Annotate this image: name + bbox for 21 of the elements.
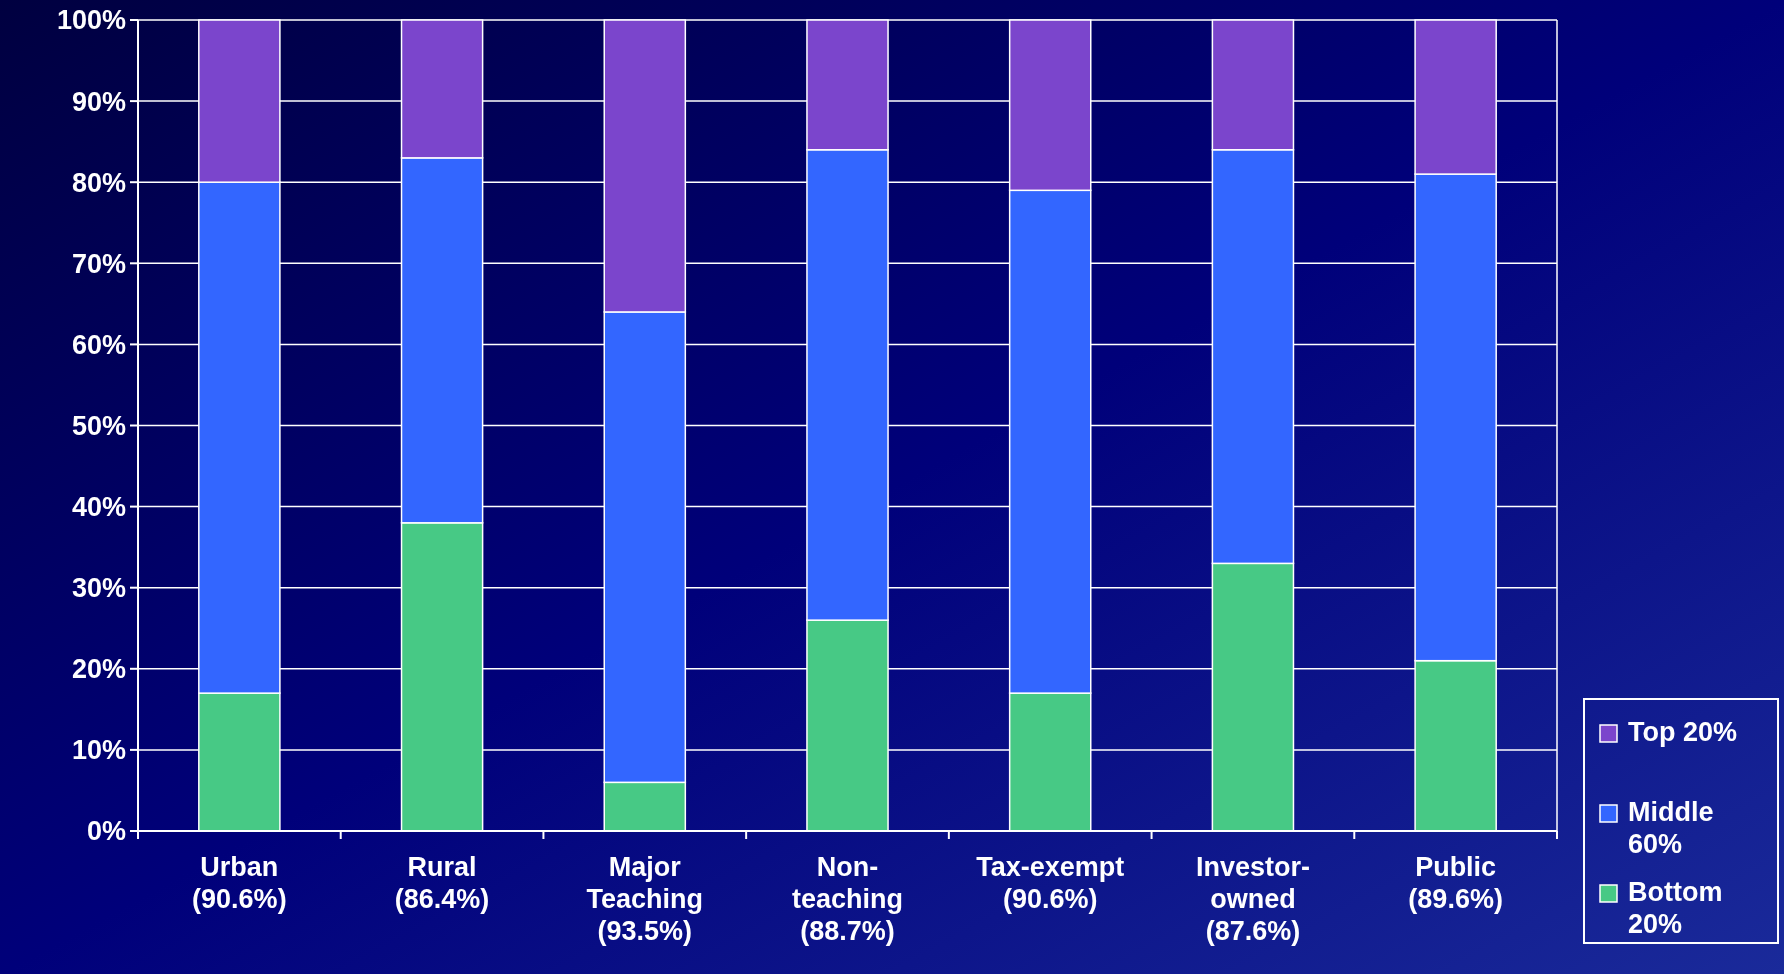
y-tick-label: 40% <box>71 492 126 523</box>
x-tick-label: Urban (90.6%) <box>192 852 287 914</box>
y-tick-label: 50% <box>71 410 126 441</box>
y-tick-label: 30% <box>71 573 126 604</box>
x-tick-label: Major Teaching (93.5%) <box>586 852 704 946</box>
y-tick-label: 100% <box>56 5 126 36</box>
y-tick-label: 10% <box>71 735 126 766</box>
y-tick-label: 90% <box>71 86 126 117</box>
y-tick-label: 20% <box>71 654 126 685</box>
x-tick-label: Rural (86.4%) <box>394 852 490 914</box>
x-tick-label: Investor- owned (87.6%) <box>1195 852 1310 946</box>
legend-label: Bottom 20% <box>1628 877 1723 939</box>
legend-label: Middle 60% <box>1628 797 1714 859</box>
x-tick-label: Tax-exempt (90.6%) <box>976 852 1125 914</box>
legend-label: Top 20% <box>1628 717 1738 747</box>
y-tick-label: 70% <box>71 248 126 279</box>
y-tick-label: 80% <box>71 167 126 198</box>
x-tick-label: Non- teaching (88.7%) <box>791 852 904 946</box>
y-tick-label: 60% <box>71 329 126 360</box>
x-tick-label: Public (89.6%) <box>1408 852 1503 914</box>
y-tick-label: 0% <box>86 816 126 847</box>
